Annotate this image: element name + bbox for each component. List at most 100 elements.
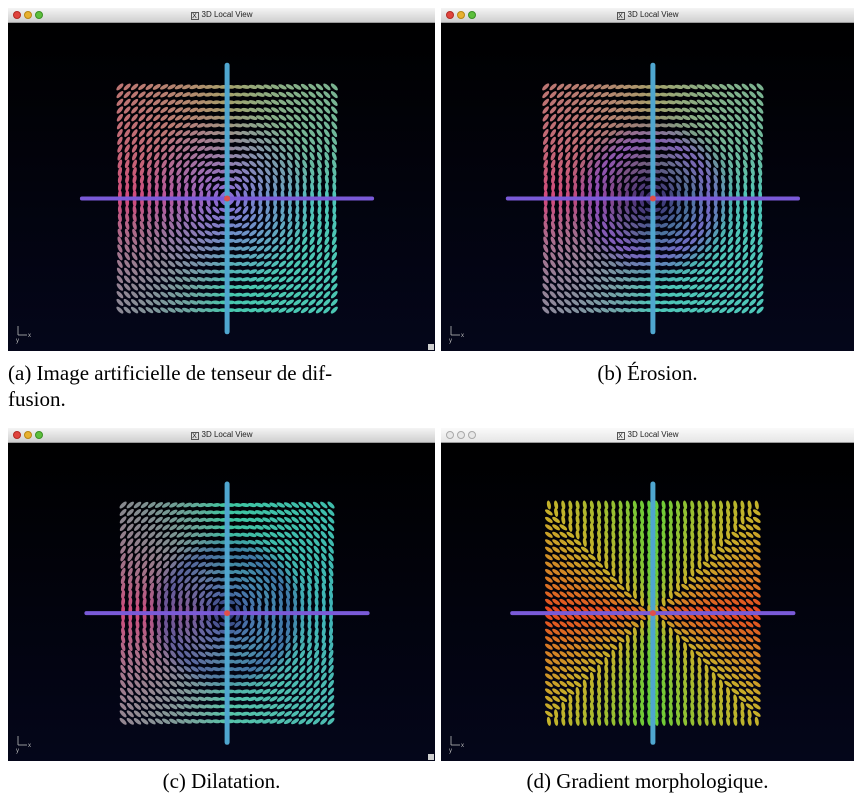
- tensor-glyph: [155, 672, 163, 681]
- tensor-glyph: [190, 213, 197, 222]
- tensor-glyph: [580, 561, 589, 568]
- tensor-glyph: [169, 688, 178, 695]
- tensor-glyph: [162, 553, 170, 561]
- tensor-glyph: [668, 716, 673, 726]
- tensor-glyph: [683, 515, 688, 525]
- tensor-glyph: [125, 182, 130, 192]
- tensor-glyph-view[interactable]: xy: [8, 23, 435, 351]
- tensor-glyph: [552, 613, 561, 620]
- tensor-glyph-view[interactable]: xy: [441, 23, 854, 351]
- tensor-glyph: [184, 568, 192, 576]
- tensor-glyph: [285, 597, 291, 607]
- zoom-button[interactable]: [35, 11, 43, 19]
- tensor-glyph: [332, 213, 337, 223]
- tensor-glyph: [544, 509, 553, 516]
- minimize-button[interactable]: [24, 431, 32, 439]
- tensor-glyph-view[interactable]: xy: [441, 443, 854, 761]
- tensor-glyph: [152, 283, 161, 291]
- tensor-glyph: [734, 136, 741, 145]
- tensor-glyph: [116, 291, 124, 299]
- tensor-glyph: [254, 517, 264, 523]
- tensor-glyph: [625, 686, 630, 697]
- tensor-glyph: [713, 182, 718, 192]
- window-titlebar[interactable]: X 3D Local View: [8, 428, 435, 443]
- tensor-glyph: [565, 159, 571, 169]
- tensor-glyph: [240, 569, 250, 575]
- tensor-glyph: [712, 244, 719, 253]
- tensor-glyph: [654, 567, 659, 577]
- tensor-glyph: [630, 153, 639, 159]
- tensor-glyph: [124, 129, 131, 138]
- close-button[interactable]: [446, 431, 454, 439]
- tensor-glyph: [749, 275, 756, 284]
- tensor-glyph: [566, 643, 575, 650]
- close-button[interactable]: [13, 431, 21, 439]
- tensor-glyph: [146, 152, 153, 161]
- tensor-glyph: [595, 591, 604, 598]
- tensor-glyph: [256, 237, 265, 245]
- tensor-glyph-view[interactable]: xy: [8, 443, 435, 761]
- tensor-glyph: [659, 138, 669, 143]
- tensor-glyph: [169, 673, 178, 680]
- tensor-glyph: [138, 299, 146, 306]
- zoom-button[interactable]: [468, 431, 476, 439]
- tensor-glyph: [654, 657, 659, 667]
- tensor-glyph: [127, 657, 133, 666]
- tensor-glyph: [738, 688, 747, 695]
- tensor-glyph: [659, 92, 669, 97]
- tensor-glyph: [271, 237, 279, 245]
- tensor-glyph: [182, 292, 191, 298]
- tensor-glyph: [593, 284, 602, 290]
- close-button[interactable]: [13, 11, 21, 19]
- tensor-glyph: [257, 205, 263, 215]
- minimize-button[interactable]: [24, 11, 32, 19]
- tensor-glyph: [256, 122, 265, 128]
- tensor-glyph: [169, 665, 177, 673]
- tensor-glyph: [140, 501, 149, 509]
- tensor-glyph: [638, 183, 646, 191]
- tensor-glyph: [618, 642, 623, 652]
- resize-grip[interactable]: [428, 754, 434, 760]
- tensor-glyph: [629, 84, 639, 89]
- tensor-glyph: [204, 153, 213, 159]
- tensor-glyph: [573, 591, 582, 598]
- tensor-glyph: [704, 84, 713, 90]
- tensor-glyph: [629, 130, 639, 136]
- tensor-glyph: [666, 130, 676, 136]
- tensor-glyph: [153, 252, 161, 260]
- close-button[interactable]: [446, 11, 454, 19]
- tensor-glyph: [607, 307, 617, 313]
- zoom-button[interactable]: [35, 431, 43, 439]
- tensor-glyph: [625, 582, 630, 592]
- minimize-button[interactable]: [457, 11, 465, 19]
- tensor-glyph: [586, 122, 594, 129]
- tensor-glyph: [745, 606, 754, 613]
- tensor-glyph: [585, 91, 595, 98]
- tensor-glyph: [617, 182, 622, 192]
- tensor-glyph: [616, 598, 625, 605]
- tensor-glyph: [597, 709, 602, 719]
- tensor-glyph: [248, 284, 258, 290]
- window-titlebar[interactable]: X 3D Local View: [8, 8, 435, 23]
- tensor-glyph: [720, 144, 727, 153]
- window-titlebar[interactable]: X 3D Local View: [441, 8, 854, 23]
- tensor-glyph: [183, 509, 192, 515]
- window-titlebar[interactable]: X 3D Local View: [441, 428, 854, 443]
- tensor-glyph: [758, 213, 763, 223]
- tensor-glyph: [720, 159, 726, 169]
- tensor-glyph: [618, 694, 623, 704]
- tensor-glyph: [719, 114, 727, 122]
- resize-grip[interactable]: [428, 344, 434, 350]
- tensor-glyph: [544, 688, 553, 695]
- tensor-glyph: [578, 307, 587, 314]
- minimize-button[interactable]: [457, 431, 465, 439]
- tensor-glyph: [263, 292, 272, 298]
- tensor-glyph: [142, 582, 147, 592]
- zoom-button[interactable]: [468, 11, 476, 19]
- tensor-glyph: [756, 283, 764, 291]
- tensor-glyph: [711, 106, 720, 114]
